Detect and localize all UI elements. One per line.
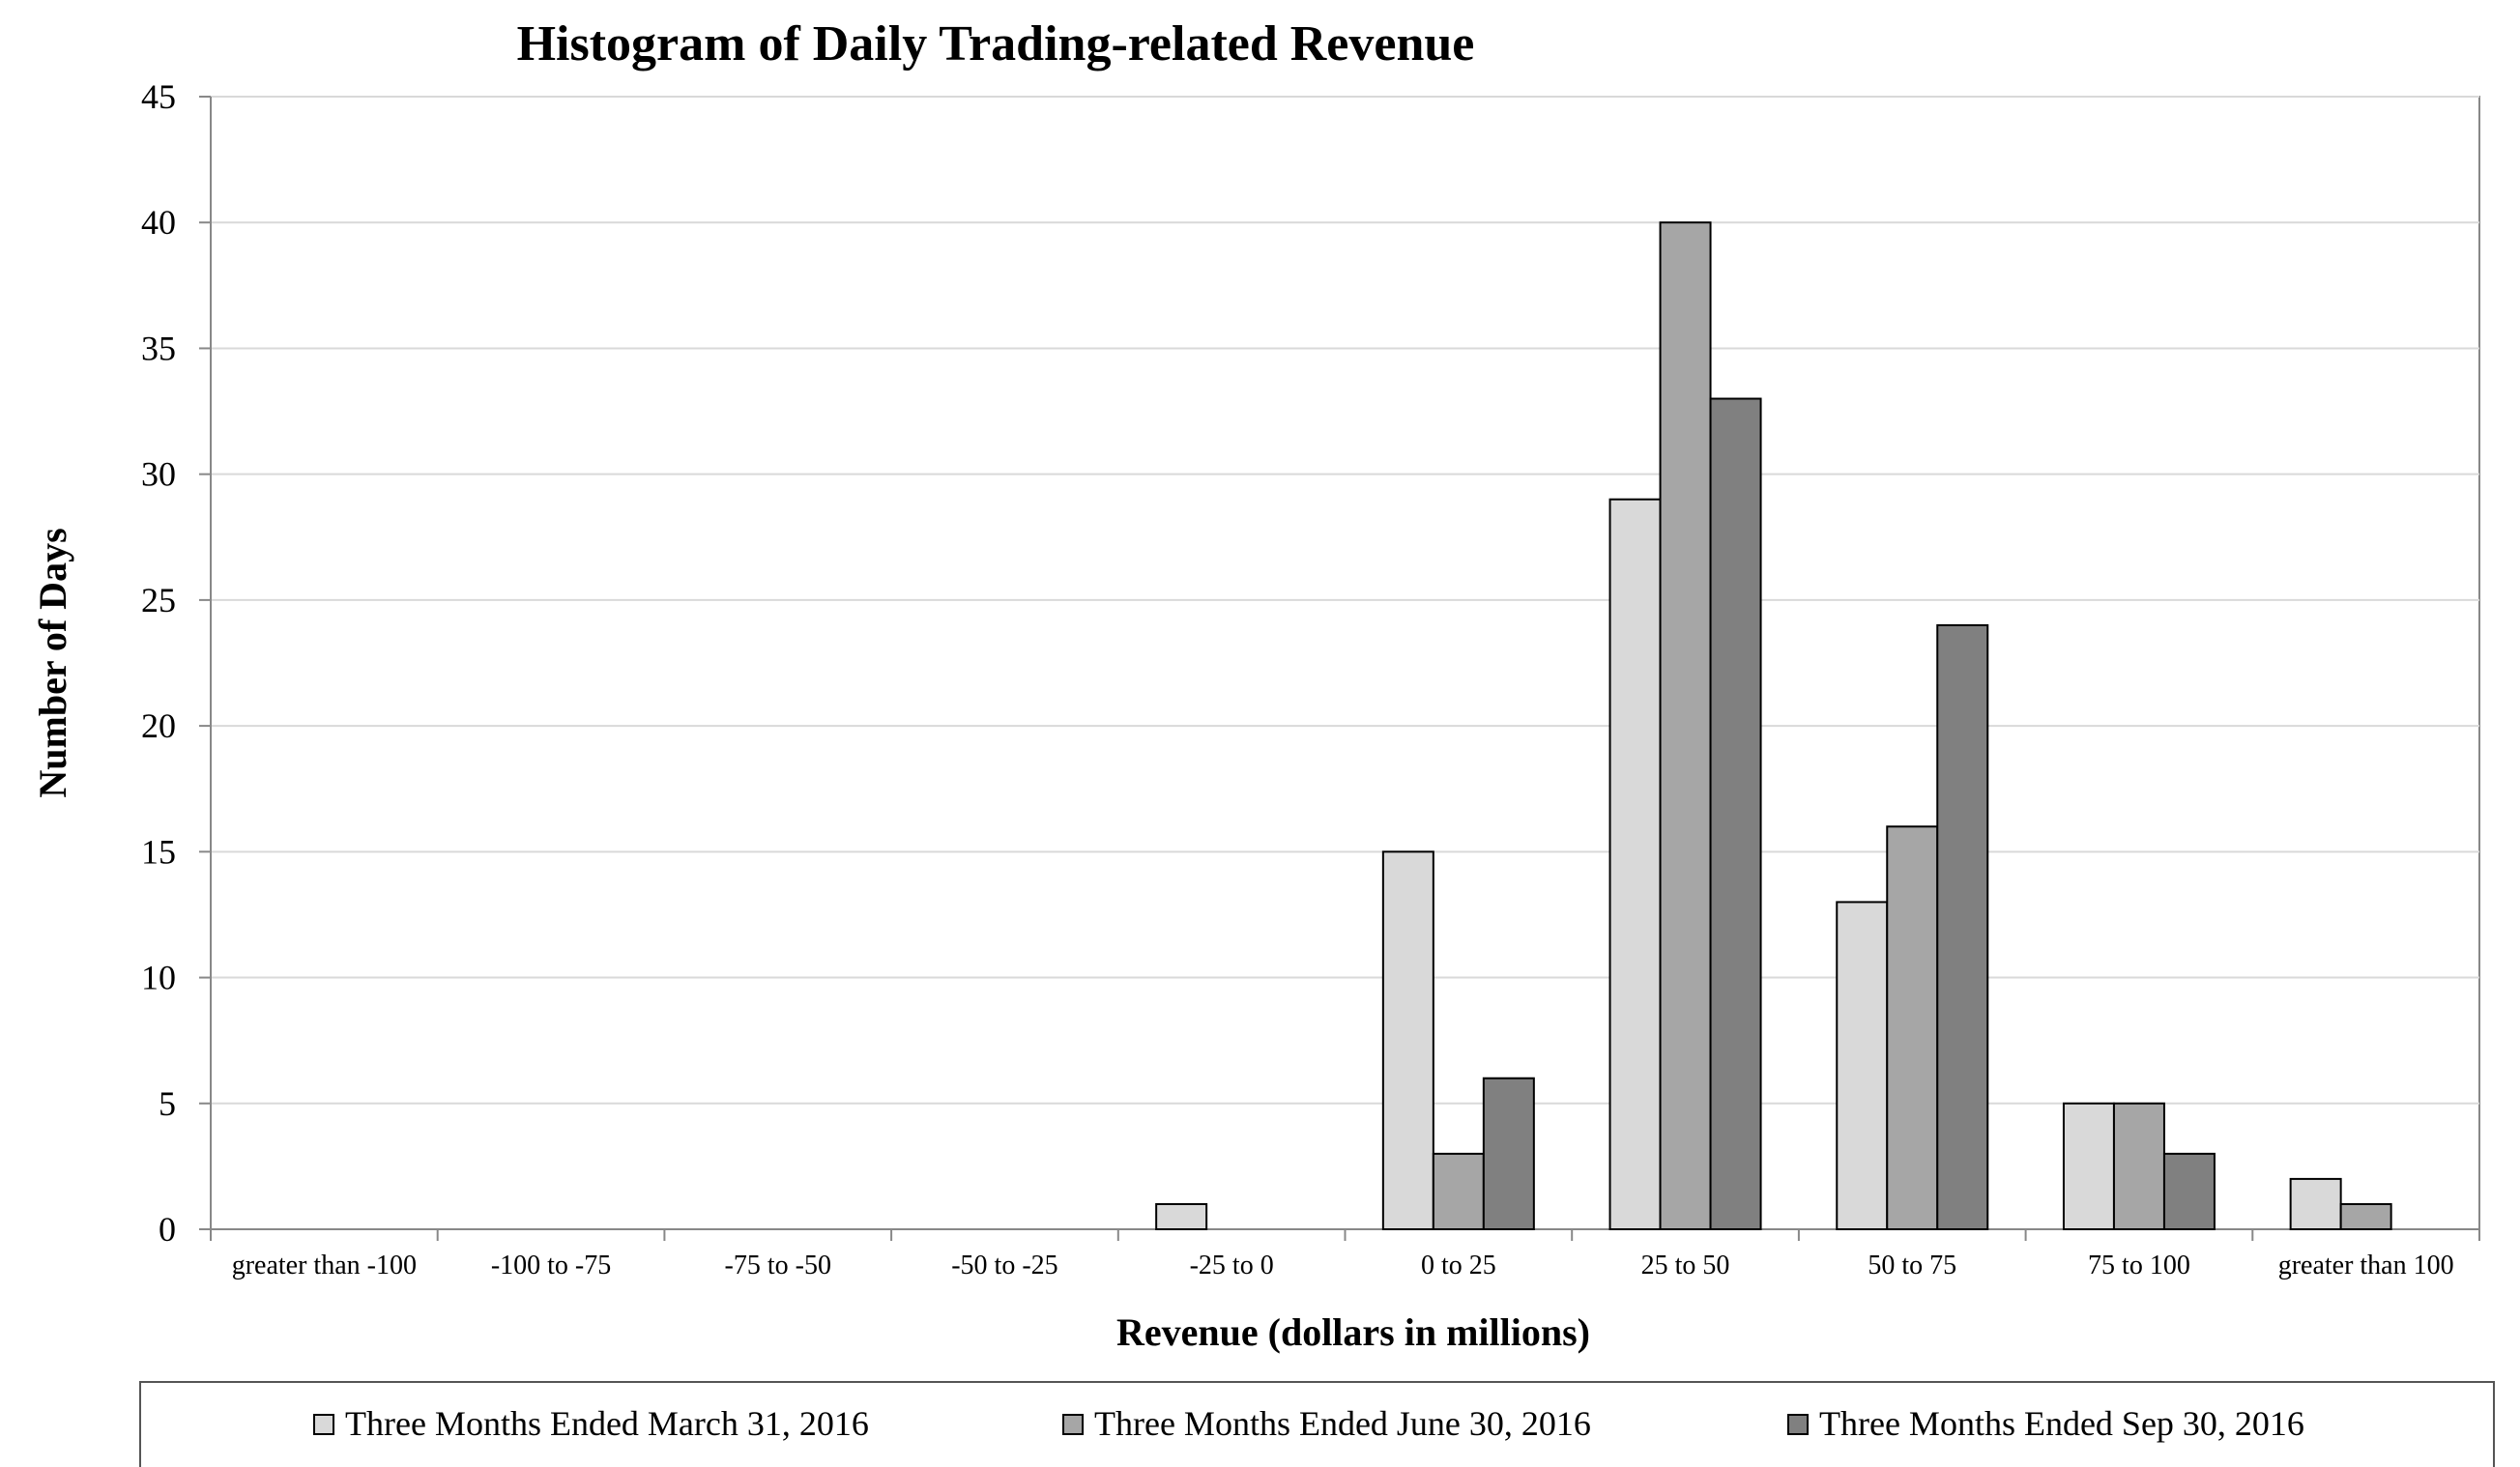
legend-box xyxy=(139,1381,2495,1467)
bar xyxy=(1381,850,1434,1230)
x-tick-label: greater than -100 xyxy=(232,1251,417,1280)
y-tick-label: 30 xyxy=(141,455,176,494)
x-tick-label: greater than 100 xyxy=(2278,1251,2454,1280)
y-tick-label: 10 xyxy=(141,959,176,997)
bar xyxy=(1608,498,1662,1230)
y-tick-label: 45 xyxy=(141,77,176,116)
x-tick-label: -75 to -50 xyxy=(725,1251,831,1280)
bar xyxy=(1936,623,1989,1230)
x-tick-label: 25 to 50 xyxy=(1641,1251,1730,1280)
bar xyxy=(2289,1177,2342,1231)
bar xyxy=(1836,901,1889,1231)
y-tick-label: 25 xyxy=(141,581,176,619)
y-tick-labels: 0 5 10 15 20 25 30 35 40 45 xyxy=(141,77,176,1249)
gridlines xyxy=(211,96,2479,1105)
bar xyxy=(1155,1202,1208,1231)
x-tick-label: 0 to 25 xyxy=(1421,1251,1496,1280)
y-tick-label: 5 xyxy=(159,1084,176,1123)
x-tick-label: 75 to 100 xyxy=(2088,1251,2190,1280)
legend-label: Three Months Ended March 31, 2016 xyxy=(345,1404,869,1443)
bar xyxy=(1482,1077,1535,1230)
legend-label: Three Months Ended June 30, 2016 xyxy=(1094,1404,1591,1443)
y-tick-label: 0 xyxy=(159,1210,176,1249)
legend-label: Three Months Ended Sep 30, 2016 xyxy=(1819,1404,2304,1443)
bars xyxy=(1155,221,2392,1231)
x-tick-label: -100 to -75 xyxy=(491,1251,611,1280)
axes xyxy=(199,96,2480,1241)
bar xyxy=(2112,1102,2165,1231)
legend-swatch xyxy=(1787,1414,1809,1435)
x-tick-label: -25 to 0 xyxy=(1190,1251,1274,1280)
bar xyxy=(2162,1152,2216,1231)
legend-swatch xyxy=(1062,1414,1084,1435)
y-tick-label: 40 xyxy=(141,203,176,242)
legend-swatch xyxy=(313,1414,334,1435)
y-tick-label: 15 xyxy=(141,832,176,871)
y-tick-label: 35 xyxy=(141,329,176,367)
bar xyxy=(1659,221,1712,1231)
bar xyxy=(2339,1202,2392,1231)
bar xyxy=(2062,1102,2115,1231)
chart-title: Histogram of Daily Trading-related Reven… xyxy=(517,16,1475,72)
bar xyxy=(1886,825,1939,1230)
y-axis-title: Number of Days xyxy=(31,528,74,797)
bar xyxy=(1432,1152,1485,1231)
plot-area-border xyxy=(210,96,2480,1230)
y-tick-label: 20 xyxy=(141,706,176,745)
legend: Three Months Ended March 31, 2016 Three M… xyxy=(313,1404,2304,1443)
x-tick-label: -50 to -25 xyxy=(951,1251,1057,1280)
x-tick-label: 50 to 75 xyxy=(1868,1251,1956,1280)
bar xyxy=(1709,397,1762,1230)
x-tick-labels: greater than -100 -100 to -75 -75 to -50 -5… xyxy=(232,1251,2454,1280)
x-axis-title: Revenue (dollars in millions) xyxy=(1116,1310,1590,1354)
